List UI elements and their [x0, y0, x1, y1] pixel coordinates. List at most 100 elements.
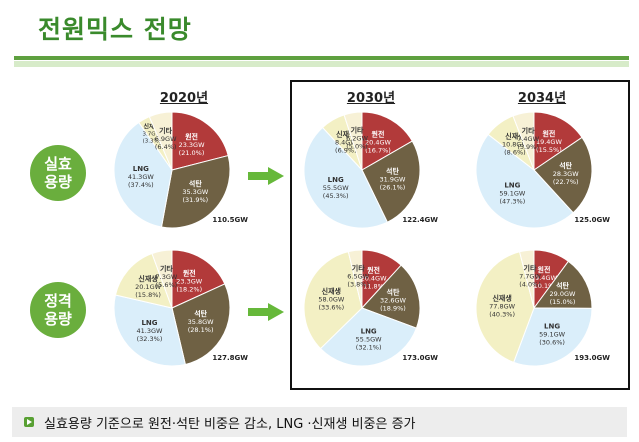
slice-lng-pct: (30.6%) — [539, 338, 565, 346]
pie-slice-coal — [361, 140, 421, 223]
pie-slice-coal — [533, 136, 593, 214]
slice-renew-gw: 8.4GW — [335, 139, 357, 147]
slice-etc-label: 기타 — [351, 126, 364, 135]
pie-slice-coal — [171, 283, 231, 366]
slice-coal-pct: (22.7%) — [553, 178, 579, 186]
pie-total-label: 110.5GW — [212, 216, 248, 224]
slice-coal-gw: 35.8GW — [188, 318, 215, 326]
slice-renew-pct: (8.6%) — [504, 149, 526, 157]
pie-slice-etc — [518, 249, 535, 309]
pie-slice-coal — [160, 154, 231, 229]
pie-slice-nuclear — [171, 111, 229, 171]
slice-renew-label: 신재생 — [336, 130, 355, 139]
row-label-rated: 정격 용량 — [30, 282, 86, 338]
slice-renew-label: 신재생 — [322, 286, 341, 295]
pie-chart-rated-2020: 원전23.3GW(18.2%)석탄35.8GW(28.1%)LNG41.3GW(… — [113, 249, 248, 367]
slice-lng-gw: 41.3GW — [128, 173, 155, 181]
slice-renew-label: 신재생 — [492, 293, 511, 302]
slice-etc-label: 기타 — [524, 264, 537, 273]
pie-slice-coal — [361, 264, 421, 329]
slice-etc-gw: 6.5GW — [347, 272, 369, 280]
slice-nuclear-label: 원전 — [367, 265, 380, 274]
slice-lng-pct: (32.1%) — [356, 343, 382, 351]
slice-etc-gw: 7.3GW — [156, 273, 178, 281]
pie-slice-lng — [475, 133, 574, 229]
slice-etc-pct: (4.0%) — [519, 281, 541, 289]
slice-renew-pct: (33.6%) — [318, 303, 344, 311]
slice-renew-gw: 20.1GW — [135, 283, 162, 291]
slice-coal-label: 석탄 — [559, 161, 572, 170]
slice-etc-pct: (6.4%) — [155, 143, 177, 151]
pie-total-label: 122.4GW — [402, 216, 438, 224]
slice-coal-pct: (28.1%) — [188, 326, 214, 334]
row-label-effective-text: 실효 용량 — [44, 155, 72, 191]
title-underline — [14, 56, 629, 60]
slice-etc-label: 기타 — [522, 126, 535, 135]
arrow-right-icon — [248, 303, 284, 321]
pie-slice-renew — [114, 252, 173, 309]
pie-slice-etc — [512, 111, 535, 171]
row-label-rated-text: 정격 용량 — [44, 292, 72, 328]
slice-coal-gw: 28.3GW — [553, 170, 580, 178]
pie-total-label: 125.0GW — [574, 216, 610, 224]
pie-slice-etc — [151, 249, 173, 309]
pie-slice-lng — [113, 121, 173, 228]
slice-renew-gw: 3.7GW — [143, 131, 162, 137]
slice-etc-label: 기타 — [160, 264, 173, 273]
slice-nuclear-pct: (10.1%) — [531, 282, 557, 290]
year-header-2034: 2034년 — [517, 91, 567, 106]
pie-slice-coal — [533, 260, 593, 309]
slice-etc-pct: (5.6%) — [156, 281, 178, 289]
slice-renew-label: 신재생 — [505, 132, 524, 141]
pie-total-label: 173.0GW — [402, 354, 438, 362]
pie-slice-nuclear — [533, 111, 583, 171]
slice-coal-label: 석탄 — [386, 167, 399, 176]
slice-renew-pct: (15.8%) — [135, 291, 161, 299]
pie-slice-lng — [303, 126, 389, 229]
pie-slice-lng — [319, 307, 418, 367]
pie-slice-etc — [148, 111, 173, 171]
slice-renew-gw: 10.8GW — [502, 141, 529, 149]
pie-chart-effective-2030: 원전20.4GW(16.7%)석탄31.9GW(26.1%)LNG55.5GW(… — [303, 111, 438, 229]
slice-nuclear-gw: 19.4GW — [531, 274, 558, 282]
slice-renew-pct: (40.3%) — [489, 310, 515, 318]
slice-nuclear-pct: (21.0%) — [179, 149, 205, 157]
arrow-right-icon — [248, 167, 284, 185]
title-underline-shadow — [14, 61, 629, 67]
pie-slice-lng — [513, 307, 593, 367]
slice-lng-pct: (45.3%) — [323, 192, 349, 200]
slice-lng-gw: 59.1GW — [539, 330, 566, 338]
slice-renew-pct: (3.3%) — [143, 138, 161, 144]
slice-nuclear-gw: 23.3GW — [179, 141, 206, 149]
slice-nuclear-gw: 23.3GW — [176, 277, 203, 285]
slice-coal-label: 석탄 — [556, 281, 569, 290]
slice-coal-pct: (26.1%) — [380, 184, 406, 192]
slice-coal-label: 석탄 — [387, 288, 400, 297]
slice-lng-label: LNG — [328, 176, 344, 184]
summary-footer: 실효용량 기준으로 원전·석탄 비중은 감소, LNG ·신재생 비중은 증가 — [12, 407, 627, 437]
pie-total-label: 127.8GW — [212, 354, 248, 362]
slice-lng-gw: 41.3GW — [137, 327, 164, 335]
slice-etc-gw: 6.9GW — [155, 135, 177, 143]
pie-slice-etc — [347, 249, 363, 309]
slice-etc-pct: (3.8%) — [347, 280, 369, 288]
slice-etc-gw: 7.4GW — [517, 135, 539, 143]
slice-coal-label: 석탄 — [189, 179, 202, 188]
row-label-effective: 실효 용량 — [30, 145, 86, 201]
slice-lng-gw: 55.5GW — [356, 335, 383, 343]
year-header-2030: 2030년 — [346, 91, 396, 106]
slice-nuclear-label: 원전 — [538, 265, 551, 274]
slice-lng-label: LNG — [361, 327, 377, 335]
slice-lng-gw: 59.1GW — [499, 190, 526, 198]
pie-chart-effective-2020: 원전23.3GW(21.0%)석탄35.3GW(31.9%)LNG41.3GW(… — [113, 111, 248, 229]
slice-coal-pct: (18.9%) — [380, 305, 406, 313]
bullet-icon — [24, 417, 34, 427]
slice-lng-pct: (37.4%) — [128, 181, 154, 189]
slice-nuclear-gw: 20.4GW — [361, 274, 388, 282]
slice-renew-label: 신재생 — [138, 274, 157, 283]
pie-slice-lng — [113, 294, 186, 367]
slice-nuclear-pct: (15.5%) — [536, 146, 562, 154]
slice-etc-label: 기타 — [159, 126, 172, 135]
slice-nuclear-pct: (16.7%) — [365, 147, 391, 155]
